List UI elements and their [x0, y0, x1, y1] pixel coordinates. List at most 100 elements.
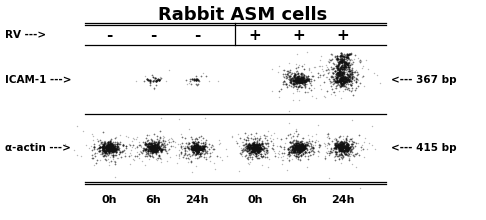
Point [149, 146, 157, 149]
Point [249, 153, 257, 156]
Point [331, 146, 339, 150]
Point [341, 80, 348, 83]
Point [97, 158, 104, 161]
Point [298, 148, 306, 151]
Point [310, 78, 318, 81]
Point [290, 142, 298, 146]
Point [295, 145, 302, 149]
Point [100, 148, 108, 152]
Point [197, 154, 205, 158]
Point [371, 148, 379, 151]
Point [183, 145, 191, 148]
Point [250, 146, 258, 150]
Point [346, 86, 353, 90]
Point [340, 55, 348, 58]
Point [109, 155, 117, 159]
Point [254, 157, 261, 160]
Point [154, 143, 161, 146]
Point [287, 144, 295, 148]
Point [149, 150, 156, 153]
Point [293, 144, 301, 147]
Point [300, 147, 308, 150]
Point [98, 145, 106, 149]
Point [162, 145, 170, 149]
Point [294, 145, 301, 148]
Point [337, 59, 345, 63]
Point [104, 148, 111, 151]
Point [326, 149, 333, 153]
Point [90, 144, 98, 147]
Point [152, 145, 159, 149]
Point [340, 72, 347, 76]
Point [355, 153, 363, 157]
Point [157, 158, 165, 161]
Point [175, 153, 183, 156]
Point [290, 75, 297, 78]
Point [199, 71, 207, 75]
Point [337, 76, 345, 79]
Point [338, 78, 346, 81]
Point [342, 142, 349, 146]
Point [334, 64, 342, 67]
Point [240, 149, 247, 152]
Point [113, 148, 121, 151]
Point [294, 141, 301, 145]
Point [294, 148, 302, 151]
Point [258, 147, 265, 151]
Point [238, 140, 245, 144]
Point [337, 81, 345, 84]
Point [106, 148, 114, 152]
Point [296, 77, 304, 81]
Point [307, 70, 315, 73]
Point [299, 148, 307, 151]
Point [330, 146, 338, 150]
Point [278, 162, 286, 166]
Point [339, 65, 347, 69]
Point [197, 138, 205, 142]
Point [183, 78, 191, 82]
Point [373, 73, 381, 77]
Point [109, 141, 117, 144]
Point [336, 69, 344, 73]
Point [293, 151, 300, 155]
Point [301, 80, 309, 83]
Point [341, 76, 349, 79]
Point [333, 142, 341, 145]
Point [334, 139, 342, 143]
Point [243, 135, 251, 138]
Point [340, 63, 348, 66]
Point [332, 150, 340, 153]
Point [247, 143, 255, 147]
Point [337, 143, 345, 147]
Point [246, 151, 254, 155]
Point [333, 144, 341, 147]
Point [297, 148, 305, 152]
Point [91, 154, 99, 158]
Point [337, 152, 345, 155]
Point [345, 142, 352, 146]
Point [151, 144, 159, 148]
Point [263, 148, 271, 152]
Point [114, 147, 122, 150]
Point [337, 56, 345, 59]
Point [106, 149, 114, 152]
Point [257, 147, 264, 151]
Point [348, 93, 356, 97]
Point [99, 146, 107, 150]
Point [109, 147, 117, 150]
Point [97, 142, 104, 145]
Point [157, 144, 165, 147]
Point [109, 148, 117, 152]
Point [113, 144, 121, 148]
Point [336, 83, 344, 86]
Point [345, 153, 352, 156]
Point [110, 146, 118, 150]
Point [298, 77, 306, 81]
Point [283, 75, 291, 79]
Point [234, 132, 242, 135]
Point [336, 54, 344, 58]
Point [247, 149, 255, 153]
Point [304, 79, 312, 82]
Point [335, 62, 343, 65]
Point [193, 151, 201, 154]
